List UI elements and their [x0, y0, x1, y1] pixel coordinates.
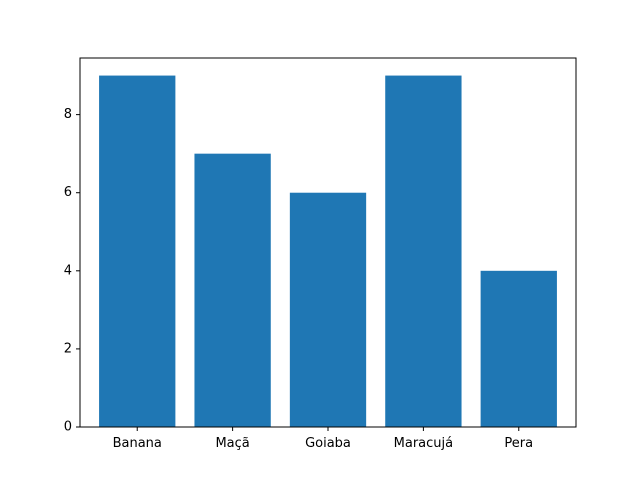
x-tick-label: Maçã [215, 436, 249, 451]
y-tick-label: 6 [64, 185, 72, 200]
bars-group [99, 75, 557, 428]
y-tick-label: 8 [64, 107, 72, 122]
bar-3 [385, 75, 462, 428]
x-tick-label: Banana [113, 436, 162, 451]
bar-1 [194, 153, 271, 427]
plot-frame [79, 57, 577, 428]
bar-0 [99, 75, 176, 428]
x-axis-ticks: Banana Maçã Goiaba Maracujá Pera [113, 427, 533, 451]
bar-2 [289, 192, 367, 427]
y-tick-label: 2 [64, 341, 72, 356]
bar-4 [480, 270, 557, 427]
x-tick-label: Maracujá [394, 436, 453, 451]
y-axis-ticks: 0 2 4 6 8 [64, 107, 80, 435]
y-tick-label: 0 [64, 420, 72, 435]
x-tick-label: Goiaba [305, 436, 351, 451]
x-tick-label: Pera [504, 436, 533, 451]
y-tick-label: 4 [64, 263, 72, 278]
